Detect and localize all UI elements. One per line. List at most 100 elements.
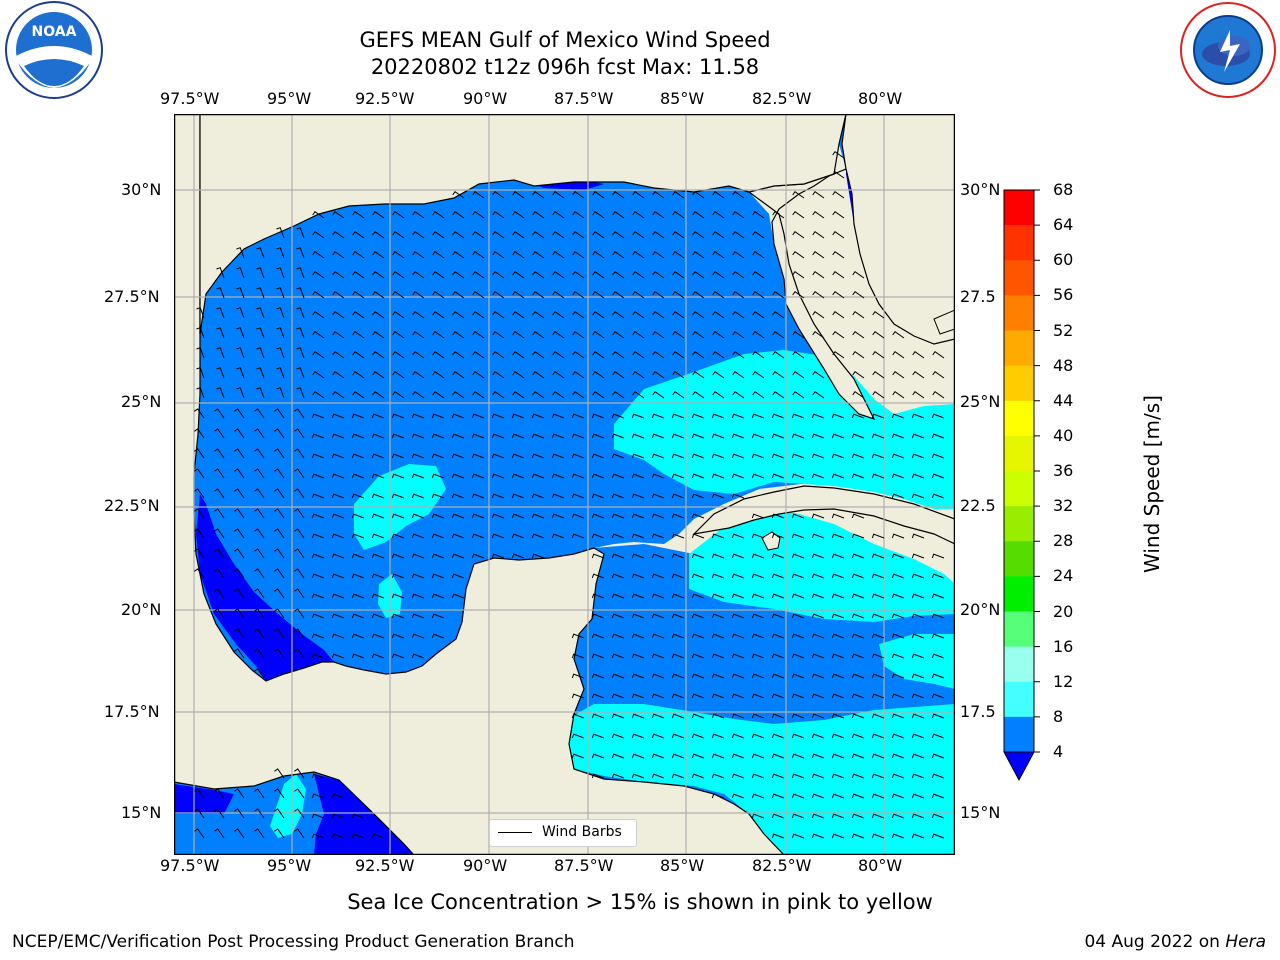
wind-barb: [196, 387, 205, 399]
wind-barb: [552, 231, 565, 239]
lon-label-top: 80°W: [858, 89, 903, 108]
wind-barb: [472, 331, 485, 339]
wind-barb: [274, 568, 285, 579]
wind-barb: [254, 628, 265, 639]
wind-barb: [772, 291, 785, 299]
graticule: [174, 114, 955, 855]
wind-barb: [772, 211, 785, 219]
wind-barb: [692, 351, 705, 359]
wind-barb: [911, 813, 925, 819]
wind-barb: [731, 693, 745, 699]
wind-barb: [851, 533, 865, 539]
wind-barb: [552, 331, 565, 339]
wind-barb: [752, 331, 765, 339]
wind-barb: [412, 271, 425, 279]
wind-barb: [274, 448, 285, 459]
wind-barb: [851, 553, 865, 559]
wind-barb: [611, 533, 625, 539]
wind-barb: [851, 673, 865, 679]
wind-barb: [234, 488, 245, 499]
wind-barb: [692, 231, 705, 239]
wind-barb: [851, 653, 865, 659]
wind-barb: [236, 367, 245, 379]
wind-barb: [332, 251, 345, 259]
wind-barb: [612, 211, 625, 219]
wind-barb: [371, 433, 385, 439]
colorbar-tick-label: 24: [1053, 566, 1074, 586]
wind-barb: [392, 251, 405, 259]
wind-barb: [532, 331, 545, 339]
wind-barb: [256, 247, 265, 259]
wind-barb: [234, 428, 245, 439]
colorbar-segment: [1004, 716, 1034, 752]
wind-barb: [216, 267, 225, 279]
wind-barb: [672, 291, 685, 299]
wind-barb: [331, 613, 345, 619]
wind-barb: [732, 351, 745, 359]
wind-barb: [512, 371, 525, 379]
wind-barb: [631, 553, 645, 559]
wind-barb: [691, 773, 705, 779]
wind-barb: [691, 653, 705, 659]
wind-barb: [612, 331, 625, 339]
wind-barb: [311, 413, 325, 419]
wind-barb: [871, 713, 885, 719]
wind-barb: [492, 251, 505, 259]
wind-barb: [412, 331, 425, 339]
colorbar-segment: [1004, 541, 1034, 577]
wind-barb: [216, 387, 225, 399]
wind-barb: [431, 473, 445, 479]
wind-barb: [472, 271, 485, 279]
wind-barb: [352, 211, 365, 219]
wind-barb: [276, 347, 285, 359]
wind-barb: [612, 291, 625, 299]
wind-barb: [531, 453, 545, 459]
wind-barb: [692, 311, 705, 319]
wind-barb: [692, 211, 705, 219]
wind-barb: [871, 653, 885, 659]
wind-barb: [571, 513, 585, 519]
wind-barb: [571, 733, 585, 739]
wind-barb: [671, 713, 685, 719]
wind-barb: [411, 553, 425, 559]
wind-barb: [371, 573, 385, 579]
wind-barb: [591, 673, 605, 679]
wind-barb: [194, 508, 205, 519]
wind-barb: [294, 648, 305, 659]
wind-barb: [931, 593, 945, 599]
wind-barb: [332, 371, 345, 379]
wind-barb: [196, 367, 205, 379]
lat-label-right: 25°N: [960, 392, 1001, 411]
wind-barb: [234, 568, 245, 579]
wind-barb: [671, 473, 685, 479]
legend-label: Wind Barbs: [542, 824, 622, 840]
wind-barb: [772, 371, 785, 379]
wind-barb: [632, 231, 645, 239]
wind-barb: [791, 833, 805, 839]
wind-barb: [551, 433, 565, 439]
wind-barb: [652, 251, 665, 259]
wind-barb: [812, 231, 825, 239]
wind-barb: [611, 673, 625, 679]
wind-barb: [691, 733, 705, 739]
wind-barb: [772, 351, 785, 359]
wind-barb: [572, 271, 585, 279]
wind-barb: [214, 588, 225, 599]
wind-barb: [731, 553, 745, 559]
wind-barb: [791, 573, 805, 579]
wind-barb: [412, 211, 425, 219]
wind-barb: [931, 453, 945, 459]
wind-barb: [332, 231, 345, 239]
wind-barb: [331, 473, 345, 479]
wind-barb: [712, 251, 725, 259]
wind-barb: [671, 773, 685, 779]
wind-barb: [811, 713, 825, 719]
wind-barb: [931, 673, 945, 679]
wind-barb: [652, 391, 665, 399]
wind-barb: [391, 513, 405, 519]
wind-barb: [234, 548, 245, 559]
wind-barb: [711, 553, 725, 559]
wind-barb: [851, 773, 865, 779]
wind-barb: [731, 793, 745, 799]
wind-barb: [254, 488, 265, 499]
